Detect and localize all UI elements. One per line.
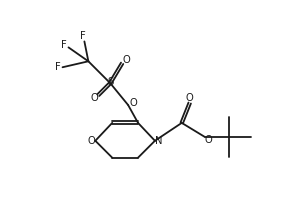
Text: O: O bbox=[122, 55, 130, 65]
Text: O: O bbox=[129, 98, 137, 108]
Text: O: O bbox=[90, 93, 98, 103]
Text: O: O bbox=[88, 136, 95, 146]
Text: F: F bbox=[61, 40, 67, 50]
Text: S: S bbox=[107, 77, 113, 87]
Text: N: N bbox=[155, 136, 163, 146]
Text: F: F bbox=[55, 62, 60, 72]
Text: O: O bbox=[205, 135, 213, 145]
Text: F: F bbox=[79, 32, 85, 42]
Text: O: O bbox=[186, 93, 194, 103]
